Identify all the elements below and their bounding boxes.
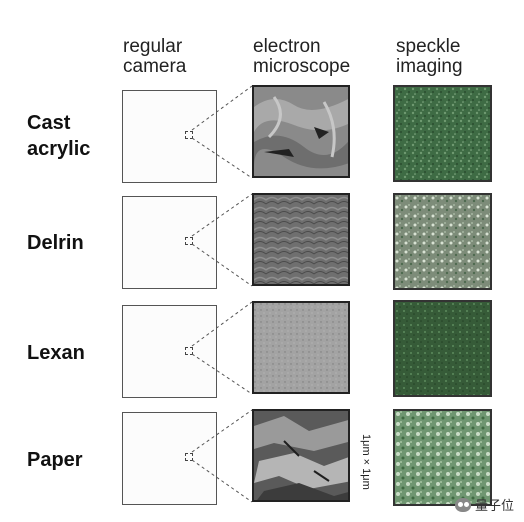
regular-camera-image: [122, 305, 217, 398]
row-label-lexan: Lexan: [27, 342, 85, 364]
column-header-electron-microscope: electron microscope: [253, 36, 351, 77]
chat-bubble-icon: [454, 497, 471, 512]
speckle-image: [393, 193, 492, 290]
electron-microscope-image: [252, 85, 350, 178]
regular-camera-image: [122, 196, 217, 289]
speckle-texture: [395, 87, 490, 180]
electron-microscope-image: [252, 409, 350, 502]
watermark-logo: 量子位: [454, 495, 514, 514]
scale-annotation: 1μm × 1μm: [360, 434, 372, 490]
column-header-regular-camera: regular camera: [123, 36, 187, 77]
electron-microscope-image: [252, 301, 350, 394]
regular-camera-image: [122, 412, 217, 505]
row-label-delrin: Delrin: [27, 232, 84, 254]
column-header-speckle-imaging: speckle imaging: [396, 36, 463, 77]
speckle-image: [393, 409, 492, 506]
speckle-texture: [395, 195, 490, 288]
speckle-texture: [395, 411, 490, 504]
em-texture: [254, 87, 348, 176]
em-texture: [254, 303, 348, 392]
row-label-paper: Paper: [27, 449, 83, 471]
electron-microscope-image: [252, 193, 350, 286]
row-label-cast-acrylic: Cast acrylic: [27, 112, 91, 160]
zoom-region-marker: [185, 347, 193, 355]
zoom-region-marker: [185, 237, 193, 245]
em-texture: [254, 195, 348, 284]
speckle-image: [393, 85, 492, 182]
em-texture: [254, 411, 348, 500]
logo-text: 量子位: [474, 498, 514, 513]
speckle-texture: [395, 302, 490, 395]
zoom-region-marker: [185, 453, 193, 461]
speckle-image: [393, 300, 492, 397]
zoom-region-marker: [185, 131, 193, 139]
regular-camera-image: [122, 90, 217, 183]
